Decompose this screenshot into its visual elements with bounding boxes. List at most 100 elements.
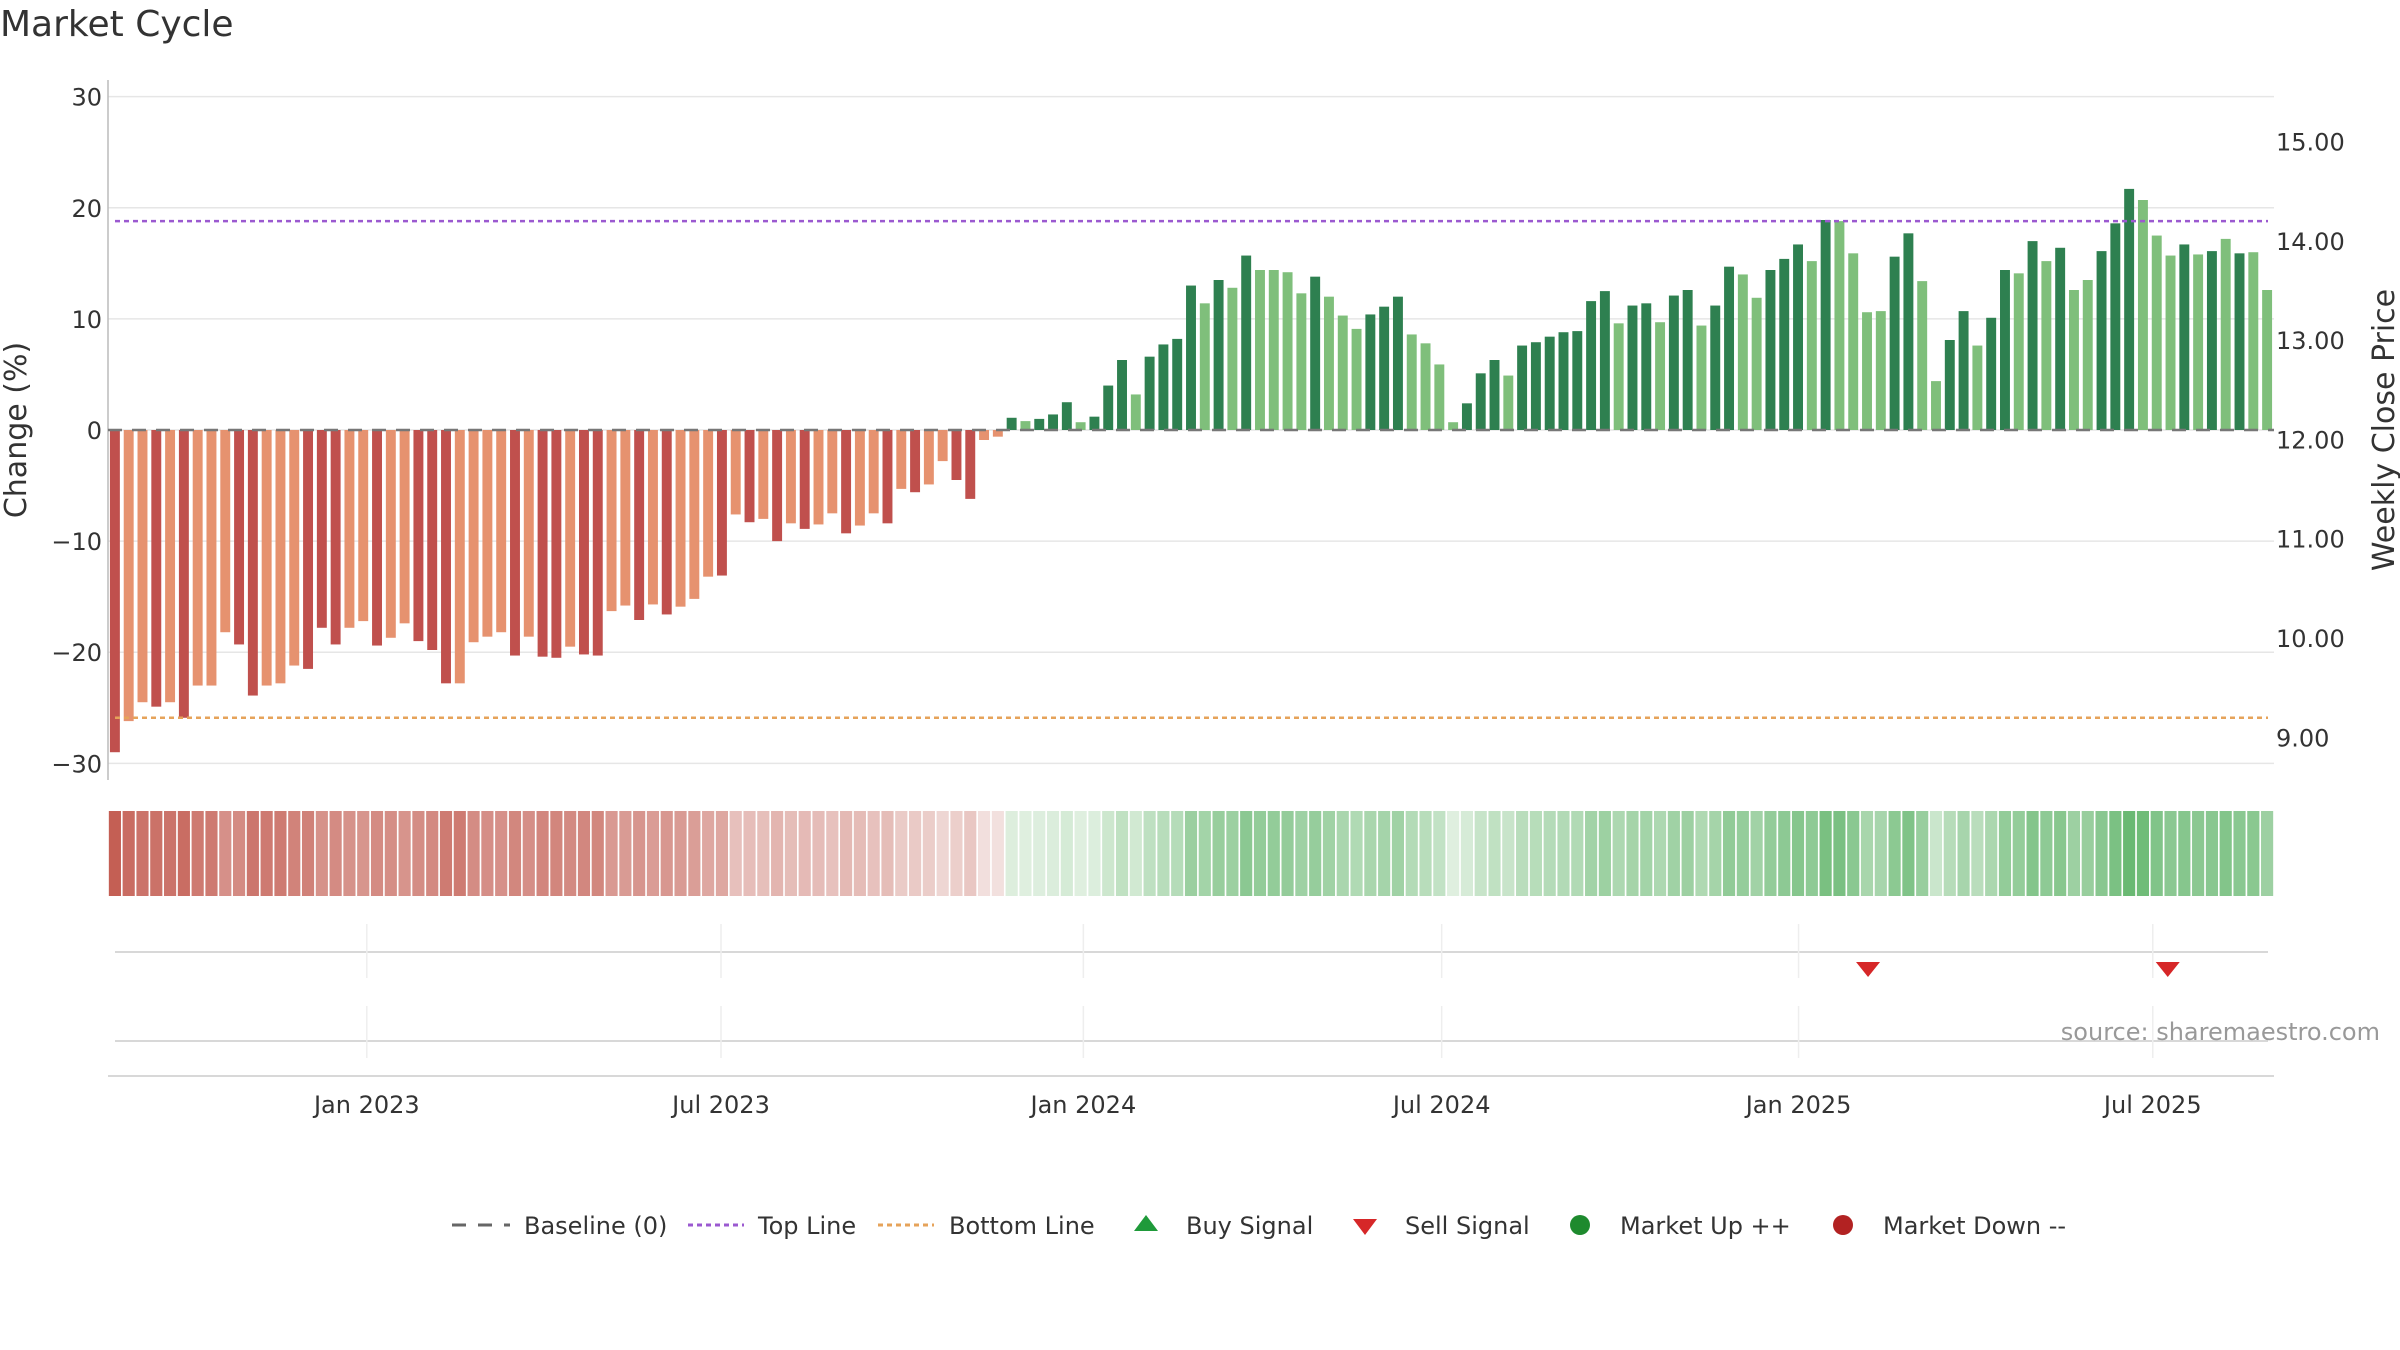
heat-cell [1046,811,1060,896]
bar [1793,244,1803,430]
heat-cell [232,811,246,896]
bar [1613,323,1624,430]
heat-cell [2081,811,2094,896]
bar [1172,338,1183,430]
heat-cell [357,811,370,896]
x-tick-label: Jan 2025 [1744,1091,1852,1119]
source-note: source: sharemaestro.com [2061,1018,2380,1046]
bar [537,430,548,657]
heat-cell [2067,811,2081,896]
heat-cell [1860,811,1874,896]
bar [1834,221,1845,430]
heat-cell [1474,811,1487,896]
heat-cell [1764,811,1777,896]
heat-cell [1543,811,1556,896]
heat-cell [812,811,825,896]
bar [2000,270,2010,430]
heat-cell [439,811,453,896]
heat-cell [2123,811,2136,896]
bar [1006,417,1017,430]
x-tick-label: Jan 2024 [1029,1091,1137,1119]
heat-cell [274,811,287,896]
bar [413,430,424,642]
bar [1503,375,1514,430]
bar [2110,223,2121,430]
bar [551,430,562,658]
heat-cell [1791,811,1805,896]
heat-cell [1750,811,1763,896]
bar [772,430,783,542]
heat-cell [1212,811,1225,896]
heat-cell [1998,811,2012,896]
bar [661,430,672,615]
heat-cell [1874,811,1887,896]
y-tick-label-left: 20 [71,195,102,223]
bar [965,430,976,499]
heat-cell [1447,811,1460,896]
bar [385,430,396,638]
heat-cell [1322,811,1336,896]
bar [937,430,948,462]
bar [703,430,714,577]
heat-cell [784,811,797,896]
heat-cell [1681,811,1694,896]
bar [1379,306,1390,430]
heat-cell [936,811,949,896]
bar [496,430,507,633]
legend-label-up: Market Up ++ [1620,1212,1791,1240]
x-tick-label: Jul 2025 [2102,1091,2202,1119]
heat-cell [1778,811,1791,896]
bar [1075,422,1086,430]
heat-cell [1460,811,1473,896]
heat-cell [536,811,549,896]
heat-cell [1667,811,1680,896]
heat-cell [1129,811,1142,896]
bar [1323,296,1334,430]
bar [1420,343,1431,430]
bar [2082,280,2093,430]
heat-cell [605,811,618,896]
y-tick-label-left: 0 [87,417,102,445]
heat-cell [219,811,232,896]
bar [634,430,645,620]
bar [1517,345,1528,430]
heat-cell [881,811,894,896]
heat-cell [1626,811,1639,896]
heat-cell [1102,811,1115,896]
heat-cell [922,811,935,896]
bar [220,430,231,633]
y-tick-label-right: 13.00 [2276,327,2345,355]
bar [992,430,1003,437]
bar [1061,402,1072,430]
bar [675,430,686,607]
heat-cell [2150,811,2163,896]
heat-cell [1019,811,1032,896]
heat-cell [1309,811,1322,896]
bar [744,430,755,523]
heat-cell [2219,811,2232,896]
bar [1144,356,1155,430]
y-tick-label-left: −30 [51,750,102,778]
y-tick-label-left: −20 [51,639,102,667]
heat-cell [702,811,715,896]
bar [1986,317,1997,430]
bar [2262,290,2273,430]
bar [951,430,962,480]
heat-cell [2109,811,2122,896]
heat-cell [895,811,908,896]
y-tick-label-right: 14.00 [2276,228,2345,256]
heat-cell [688,811,701,896]
y-tick-label-left: −10 [51,528,102,556]
heat-cell [150,811,163,896]
heat-cell [2247,811,2260,896]
bar [1241,255,1252,430]
bar [1710,305,1721,430]
legend-label-top: Top Line [757,1212,856,1240]
heat-cell [246,811,259,896]
bar [1627,305,1638,430]
heat-cell [798,811,811,896]
bar [1958,311,1969,430]
bar [2234,253,2245,430]
heat-cell [674,811,687,896]
bar [344,430,355,628]
